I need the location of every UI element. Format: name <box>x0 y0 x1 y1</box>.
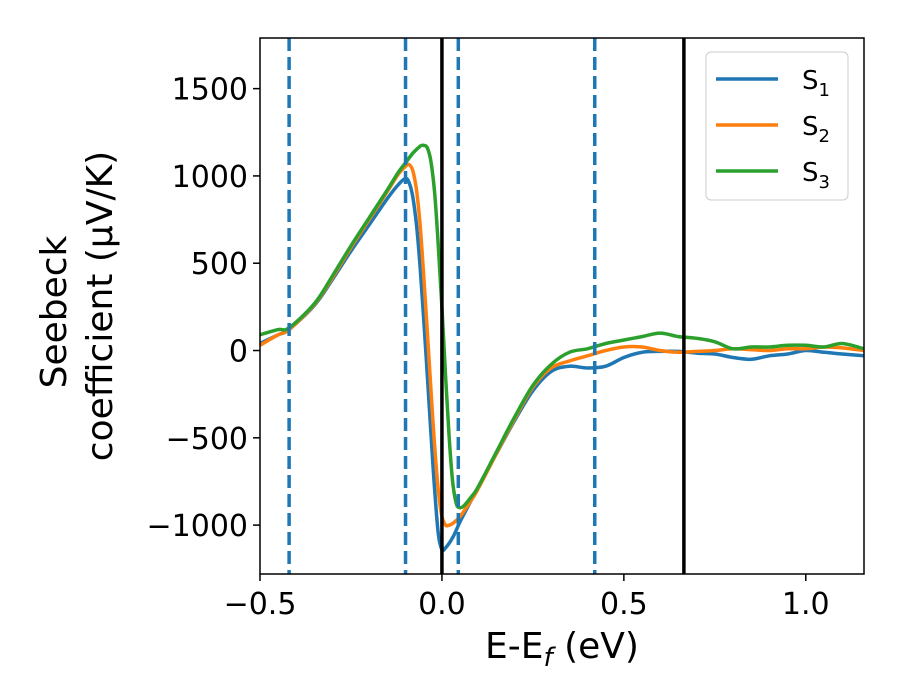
x-axis-title: E-Ef (eV) <box>485 626 639 673</box>
y-tick-label: 1000 <box>172 160 248 195</box>
y-tick-label: −500 <box>166 422 248 457</box>
x-tick-label: −0.5 <box>224 587 297 622</box>
reference-lines <box>287 38 686 574</box>
x-tick-label: 0.0 <box>418 587 466 622</box>
x-axis: −0.5 0.0 0.5 1.0 <box>224 574 830 622</box>
y-axis: −1000 −500 0 500 1000 1500 <box>147 73 260 544</box>
plot-frame <box>259 37 865 575</box>
series-lines <box>260 143 864 553</box>
y-axis-title-line2: coefficient (μV/K) <box>80 151 121 461</box>
y-tick-label: −1000 <box>147 509 248 544</box>
series-line-s3 <box>260 143 864 510</box>
legend-label-s2: S2 <box>802 112 830 147</box>
x-tick-label: 0.5 <box>600 587 648 622</box>
y-tick-label: 1500 <box>172 73 248 108</box>
x-tick-label: 1.0 <box>782 587 830 622</box>
y-axis-title-line1: Seebeck <box>34 235 75 388</box>
legend-label-s3: S3 <box>802 158 830 193</box>
legend-label-s1: S1 <box>802 66 830 101</box>
y-tick-label: 0 <box>229 335 248 370</box>
y-tick-label: 500 <box>191 247 248 282</box>
legend: S1 S2 S3 <box>705 51 849 201</box>
